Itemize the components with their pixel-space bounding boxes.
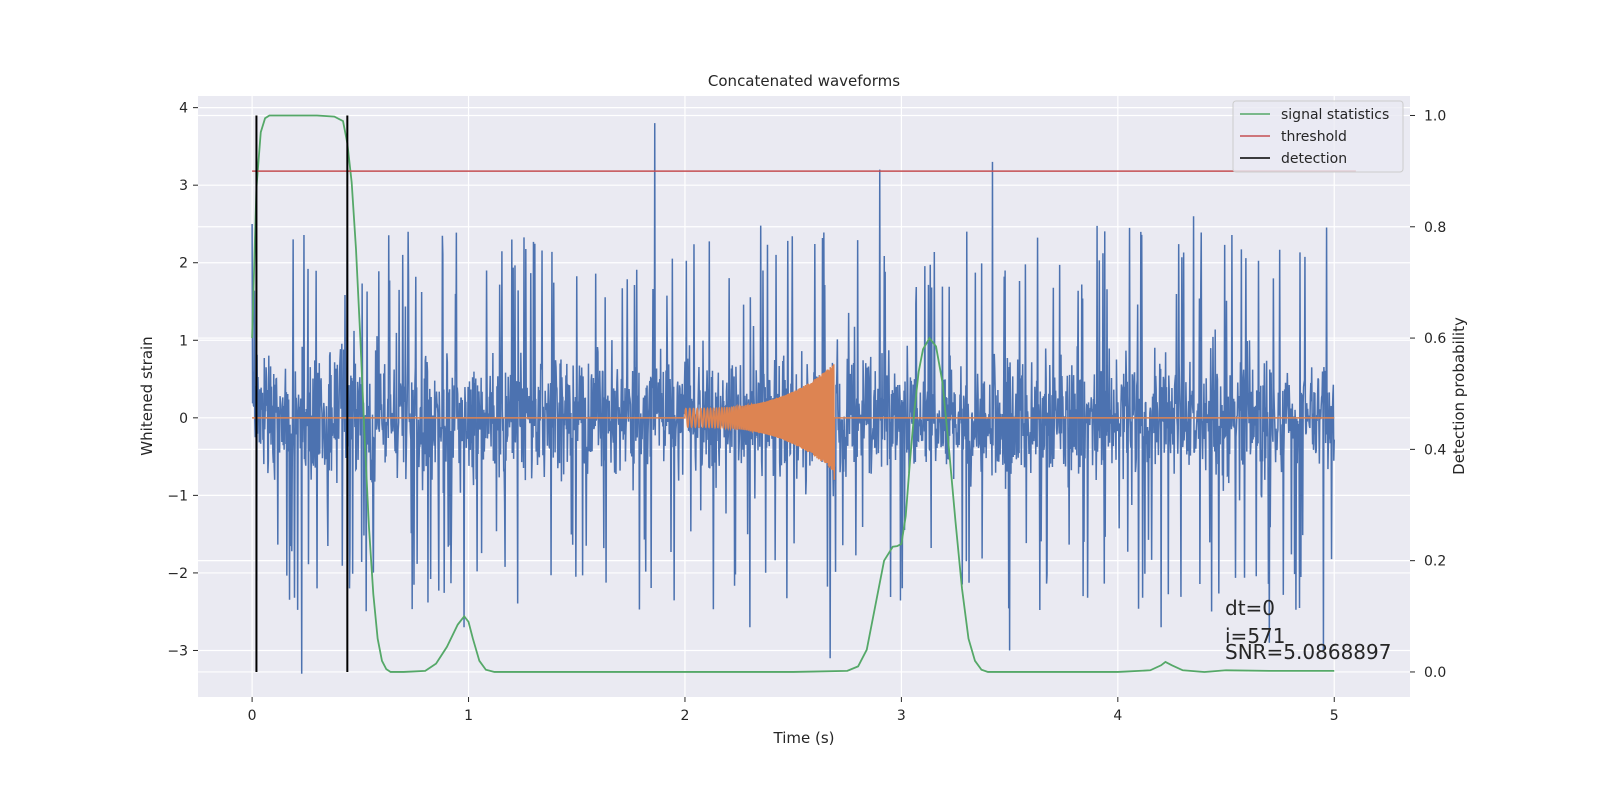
x-axis-label: Time (s) [773, 729, 835, 747]
y-tick-label-4: 4 [179, 101, 188, 117]
series-layer [251, 114, 1356, 674]
annotation-i: i=571 [1225, 624, 1286, 648]
chart-title: Concatenated waveforms [708, 72, 900, 90]
x-tick-label-0: 0 [248, 708, 257, 724]
y-tick-label-0: 0 [179, 411, 188, 427]
legend-label-detection: detection [1281, 151, 1347, 167]
legend-label-signal-statistics: signal statistics [1281, 107, 1389, 123]
y2-axis-label: Detection probability [1450, 317, 1468, 475]
y-axis-label: Whitened strain [138, 336, 156, 455]
legend: signal statistics threshold detection [1232, 100, 1404, 173]
y2-tick-label-0: 0.0 [1424, 665, 1446, 681]
y2-tick-label-0.6: 0.6 [1424, 331, 1446, 347]
annotation-snr: SNR=5.0868897 [1225, 640, 1391, 664]
y-tick-label--2: −2 [167, 566, 188, 582]
axes-layer: 0 1 2 3 4 5 −3 −2 −1 0 1 2 3 4 0.0 0.2 0.4 0.6 0.8 1.0 [167, 101, 1446, 724]
y-tick-label-2: 2 [179, 256, 188, 272]
y2-tick-label-0.2: 0.2 [1424, 554, 1446, 570]
y2-tick-label-0.8: 0.8 [1424, 220, 1446, 236]
y-tick-label--1: −1 [167, 488, 188, 504]
series-chirp-line [252, 364, 1335, 480]
y-tick-label-1: 1 [179, 333, 188, 349]
x-tick-label-4: 4 [1113, 708, 1122, 724]
annotation-dt: dt=0 [1225, 596, 1275, 620]
x-tick-label-3: 3 [897, 708, 906, 724]
y-tick-label-3: 3 [179, 178, 188, 194]
series-signal-statistics-line [251, 114, 1335, 673]
y-tick-label--3: −3 [167, 643, 188, 659]
legend-label-threshold: threshold [1281, 129, 1347, 145]
y2-tick-label-0.4: 0.4 [1424, 442, 1446, 458]
x-tick-label-1: 1 [464, 708, 473, 724]
x-tick-label-5: 5 [1330, 708, 1339, 724]
y2-tick-label-1: 1.0 [1424, 108, 1446, 124]
x-tick-label-2: 2 [681, 708, 690, 724]
legend-box [1232, 100, 1404, 173]
